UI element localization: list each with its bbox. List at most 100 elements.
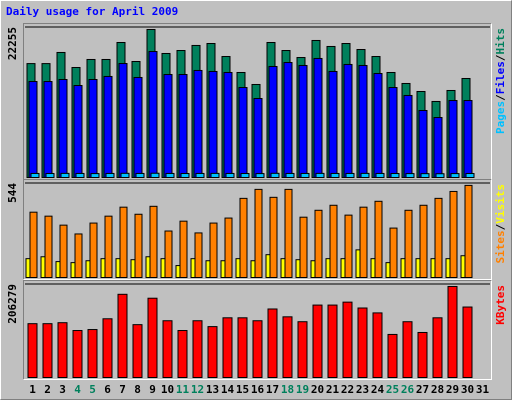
bar <box>60 172 70 179</box>
x-tick-label: 22 <box>341 383 354 396</box>
x-tick-label: 4 <box>74 383 81 396</box>
bar <box>447 285 458 378</box>
bar <box>147 297 158 378</box>
x-tick-label: 9 <box>149 383 156 396</box>
bar <box>372 312 383 378</box>
x-tick-label: 7 <box>119 383 126 396</box>
bar <box>194 232 203 278</box>
bar <box>224 217 233 278</box>
y-tick-label: 206279 <box>6 284 19 324</box>
bar <box>342 301 353 378</box>
x-tick-label: 16 <box>251 383 265 396</box>
bar <box>27 323 38 379</box>
bar <box>448 100 458 178</box>
bar <box>255 173 265 178</box>
bar <box>207 326 218 379</box>
bar <box>89 222 98 278</box>
bar <box>314 209 323 278</box>
legend-entry: Sites <box>494 230 507 263</box>
x-tick-label: 6 <box>104 383 111 396</box>
bar <box>329 204 338 279</box>
bar <box>252 320 263 379</box>
legend-entry: Pages <box>494 101 507 134</box>
bar <box>343 63 353 178</box>
bar <box>463 100 473 178</box>
bar <box>345 172 355 178</box>
x-tick-label: 17 <box>266 383 279 396</box>
bar <box>388 87 398 178</box>
bar <box>238 87 248 178</box>
bar <box>359 206 368 278</box>
legend-separator: / <box>494 94 507 101</box>
bar <box>104 215 113 278</box>
bar <box>357 307 368 379</box>
panel-bevel <box>23 280 492 380</box>
bar <box>102 318 113 378</box>
bar <box>405 173 415 178</box>
bar <box>45 173 55 178</box>
legend-entry: Visits <box>494 184 507 224</box>
bar <box>118 63 128 178</box>
bar <box>119 206 128 278</box>
bar <box>267 308 278 379</box>
chart-title: Daily usage for April 2009 <box>6 5 178 18</box>
y-tick-label: 544 <box>6 183 19 203</box>
x-tick-label: 2 <box>44 383 51 396</box>
bar <box>28 81 38 178</box>
bar <box>402 321 413 379</box>
bar <box>134 213 143 278</box>
bar <box>103 75 113 178</box>
bar <box>254 188 263 278</box>
x-tick-label: 29 <box>446 383 459 396</box>
bar <box>58 78 68 178</box>
bar <box>177 330 188 378</box>
x-tick-label: 20 <box>311 383 324 396</box>
bar <box>419 204 428 279</box>
legend-separator: / <box>494 54 507 61</box>
bar <box>403 94 413 178</box>
bar <box>373 73 383 178</box>
bar <box>282 316 293 378</box>
bar <box>73 84 83 178</box>
bar <box>433 117 443 178</box>
bar <box>284 188 293 278</box>
bar <box>42 323 53 379</box>
bar <box>57 322 68 379</box>
bar <box>315 172 325 179</box>
bar <box>462 306 473 379</box>
x-tick-label: 23 <box>356 383 369 396</box>
bar <box>90 173 100 178</box>
bar <box>164 230 173 279</box>
bar <box>270 172 280 179</box>
bar <box>133 76 143 178</box>
bar <box>223 71 233 178</box>
bar <box>30 172 40 178</box>
bar <box>434 197 443 278</box>
x-tick-label: 8 <box>134 383 141 396</box>
bar <box>179 220 188 278</box>
bar <box>374 200 383 278</box>
bar <box>358 64 368 178</box>
bar <box>330 172 340 178</box>
bar <box>268 65 278 178</box>
bar <box>283 62 293 178</box>
bar <box>387 333 398 378</box>
legend: Sites/Visits <box>494 184 507 264</box>
x-tick-label: 13 <box>206 383 219 396</box>
x-tick-label: 25 <box>386 383 399 396</box>
bar <box>75 172 85 178</box>
bar <box>192 320 203 379</box>
bar <box>193 69 203 178</box>
bar <box>299 216 308 278</box>
bar <box>418 110 428 178</box>
bar <box>178 74 188 178</box>
x-tick-label: 14 <box>221 383 235 396</box>
bar <box>239 197 248 278</box>
bar <box>150 172 160 179</box>
legend-entry: KBytes <box>494 285 507 325</box>
bar <box>298 64 308 178</box>
bar <box>312 304 323 378</box>
bar <box>253 98 263 178</box>
